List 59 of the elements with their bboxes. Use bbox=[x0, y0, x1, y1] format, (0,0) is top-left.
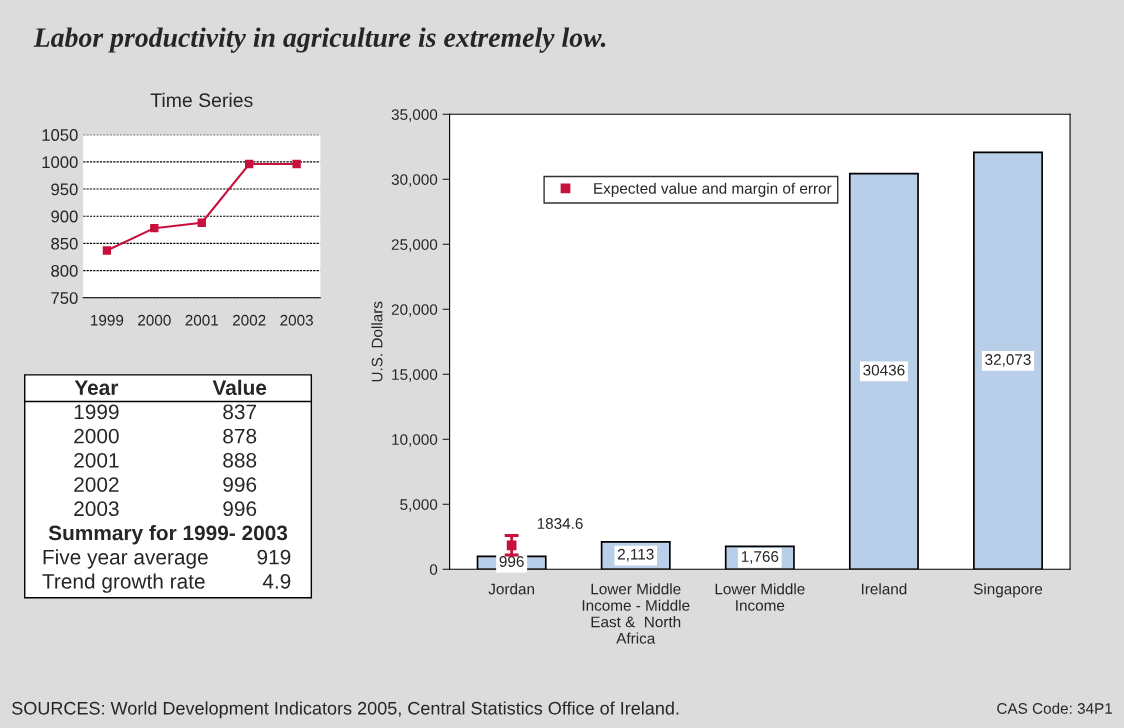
text: 919 bbox=[257, 549, 291, 565]
text: 2003 bbox=[74, 501, 119, 517]
y-tick-label: 10,000 bbox=[392, 434, 438, 447]
text: Five year average bbox=[43, 549, 208, 569]
data-label: 30436 bbox=[863, 364, 905, 376]
y-tick-label: 1000 bbox=[42, 156, 78, 169]
y-tick-label: 850 bbox=[51, 237, 78, 250]
text: 2001 bbox=[74, 452, 119, 468]
text: 2000 bbox=[74, 428, 119, 444]
y-tick-label: 0 bbox=[429, 564, 438, 575]
data-label: 2,113 bbox=[617, 548, 654, 562]
y-tick-label: 950 bbox=[51, 183, 78, 196]
x-tick-label: 1999 bbox=[91, 314, 124, 326]
x-tick-label: 2001 bbox=[185, 314, 219, 326]
y-tick-label: 25,000 bbox=[391, 239, 438, 252]
text: Value bbox=[212, 379, 267, 396]
x-tick-label: 2002 bbox=[232, 314, 266, 326]
data-label: 32,073 bbox=[985, 354, 1031, 367]
text: 996 bbox=[223, 477, 257, 492]
text: 837 bbox=[223, 404, 257, 420]
point bbox=[102, 246, 112, 255]
text: 996 bbox=[223, 501, 257, 517]
point bbox=[245, 159, 254, 169]
data-label: 1834.6 bbox=[537, 518, 583, 529]
x-tick-label: Singapore bbox=[973, 583, 1043, 598]
data-label: 1,766 bbox=[741, 551, 779, 564]
y-tick-label: 900 bbox=[51, 210, 78, 223]
y-tick-label: 30,000 bbox=[391, 174, 438, 187]
text: Year bbox=[74, 380, 119, 396]
chart-title: Labor productivity in agriculture is extremely low. bbox=[33, 27, 606, 53]
y-tick-label: 1050 bbox=[42, 129, 78, 141]
point bbox=[197, 218, 206, 227]
text: 2002 bbox=[74, 477, 119, 492]
y-tick-label: 35,000 bbox=[391, 109, 438, 122]
y-tick-label: 800 bbox=[51, 264, 78, 277]
y-tick-label: 15,000 bbox=[392, 369, 438, 382]
legend-label: Expected value and margin of error bbox=[594, 182, 832, 197]
data-label: 996 bbox=[499, 556, 524, 567]
y-tick-label: 20,000 bbox=[391, 304, 438, 317]
x-tick-label: Jordan bbox=[488, 583, 535, 595]
text: Trend growth rate bbox=[42, 573, 205, 593]
text: 4.9 bbox=[262, 574, 291, 589]
chart-title: Time Series bbox=[150, 92, 253, 108]
y-tick-label: 750 bbox=[51, 292, 78, 304]
text: Summary for 1999- 2003 bbox=[48, 525, 288, 545]
source-note: SOURCES: World Development Indicators 2005, Central Statistics Office of Ireland. bbox=[12, 701, 679, 719]
x-tick-label: Lower Middle Income - Middle East & North Africa bbox=[582, 583, 690, 644]
point bbox=[292, 159, 301, 169]
y-tick-label: 5,000 bbox=[400, 499, 438, 512]
point bbox=[150, 224, 159, 233]
x-tick-label: Ireland bbox=[861, 583, 907, 595]
y-axis-title: U.S. Dollars bbox=[371, 301, 383, 382]
text: CAS Code: 34P1 bbox=[997, 702, 1113, 714]
x-tick-label: 2000 bbox=[138, 314, 171, 326]
text: 888 bbox=[223, 452, 257, 468]
text: 878 bbox=[223, 428, 257, 444]
text: 1999 bbox=[74, 404, 119, 420]
x-tick-label: Lower Middle Income bbox=[715, 583, 805, 611]
x-tick-label: 2003 bbox=[280, 314, 313, 326]
